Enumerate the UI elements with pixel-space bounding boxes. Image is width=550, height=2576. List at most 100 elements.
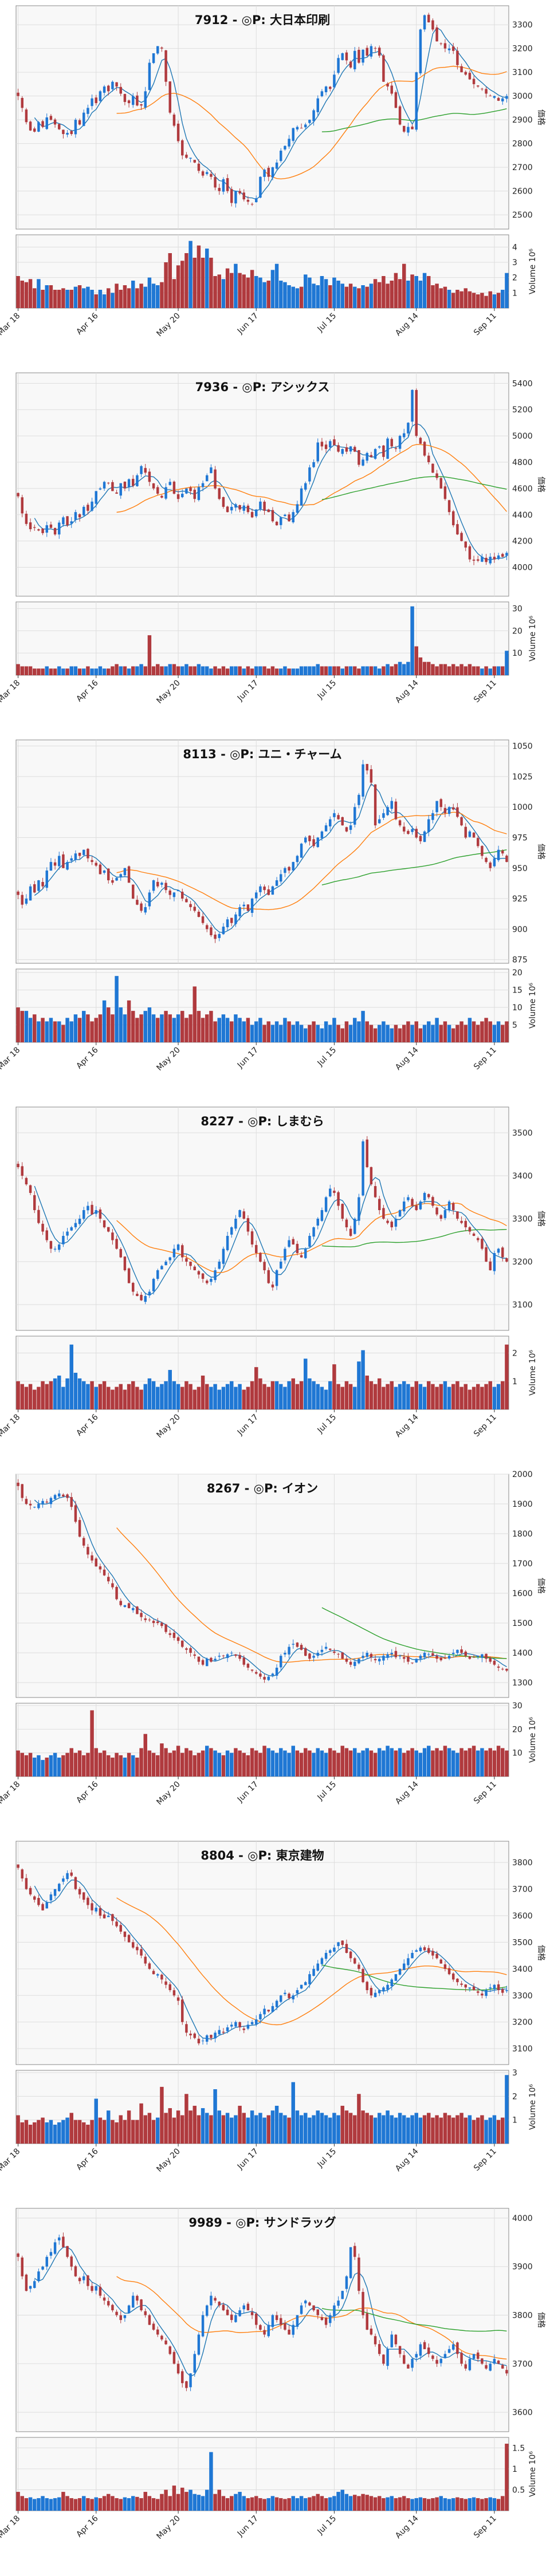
volume-bar [164,262,168,308]
candle-body [234,914,237,924]
volume-bar [369,2115,374,2144]
candle-body [238,505,241,510]
x-tick-label: Apr 16 [74,2514,100,2539]
candle-body [45,117,48,129]
candle-body [78,2278,81,2282]
volume-bar [476,2117,480,2144]
volume-bar [205,249,209,308]
candle-body [37,880,40,891]
candle-body [485,1990,488,1996]
volume-bar [82,1381,86,1409]
candle-body [201,171,205,176]
ma-mid-line [116,1897,507,2026]
candle-body [439,1215,442,1219]
candle-body [107,1577,110,1582]
candle-body [390,439,393,447]
candle-body [250,2022,254,2024]
volume-bar [357,1021,361,1042]
candle-body [284,1992,286,1994]
volume-bar [398,2113,402,2144]
candle-body [214,934,217,939]
volume-bar [402,2496,406,2511]
volume-bar [197,2115,201,2144]
candle-body [394,1651,398,1657]
volume-bar [242,1389,246,1409]
volume-bar [287,2117,291,2144]
y-tick-label: 2500 [512,211,533,220]
volume-bar [336,2115,340,2144]
candle-body [160,1622,163,1626]
candle-body [439,1657,442,1660]
candle-body [403,1963,406,1970]
candle-body [398,820,402,826]
y-tick-label: 1500 [512,1619,533,1628]
candle-body [144,1618,147,1620]
x-tick-label: Jun 17 [235,1780,260,1805]
y-tick-label: 1900 [512,1500,533,1509]
volume-bar [123,2497,127,2511]
candle-body [136,1606,139,1614]
candle-body [312,839,315,846]
volume-bar [172,1381,176,1409]
candle-body [103,482,106,489]
candle-body [218,488,221,499]
candle-body [82,1892,85,1900]
volume-bar [378,282,382,308]
candle-body [472,1233,476,1236]
candle-body [489,1261,492,1270]
candle-body [447,500,451,513]
volume-bar [406,1750,410,1777]
candle-body [53,862,57,866]
candle-body [320,831,324,838]
candle-body [218,2302,221,2306]
candle-body [99,864,102,875]
candle-body [468,831,472,837]
candle-body [226,919,229,928]
candle-body [501,850,504,854]
volume-bar [467,664,472,675]
volume-bar [192,666,197,675]
volume-bar [73,1373,78,1409]
volume-bar [344,2110,349,2144]
volume-bar [304,1748,308,1777]
candle-body [140,903,143,911]
candle-body [66,862,69,870]
candle-body [185,155,188,158]
volume-bar [295,1384,300,1409]
volume-bar [119,1007,123,1042]
volume-bar [283,1387,287,1409]
candle-body [333,1191,336,1193]
y-tick-label: 4800 [512,458,533,467]
volume-bar [501,1025,505,1042]
volume-bar [111,2120,115,2144]
volume-bar [45,2498,49,2511]
volume-bar [176,666,180,675]
volume-bar [422,2115,427,2144]
volume-bar [24,282,29,308]
candle-body [411,2358,414,2368]
candle-body [386,2349,389,2366]
candle-body [201,1660,205,1665]
y-tick-label: 3100 [512,1301,533,1310]
candle-body [49,1241,53,1249]
candle-body [439,1959,442,1964]
candle-body [415,1659,418,1663]
candle-body [62,129,65,135]
volume-bar [205,1014,209,1042]
volume-bar [308,666,312,675]
volume-bar [279,2113,283,2144]
volume-bar [357,668,361,675]
candle-body [411,829,414,832]
candle-body [382,445,385,457]
volume-bar [382,276,386,308]
volume-bar [127,288,131,308]
volume-bar [209,1748,213,1777]
candle-body [337,1653,340,1655]
volume-bar [484,2498,488,2511]
candle-body [443,1210,447,1218]
x-tick-label: Jun 17 [235,679,260,703]
candle-body [378,2344,381,2354]
candle-body [197,163,201,171]
candle-body [95,1908,97,1912]
candle-body [275,1668,278,1676]
